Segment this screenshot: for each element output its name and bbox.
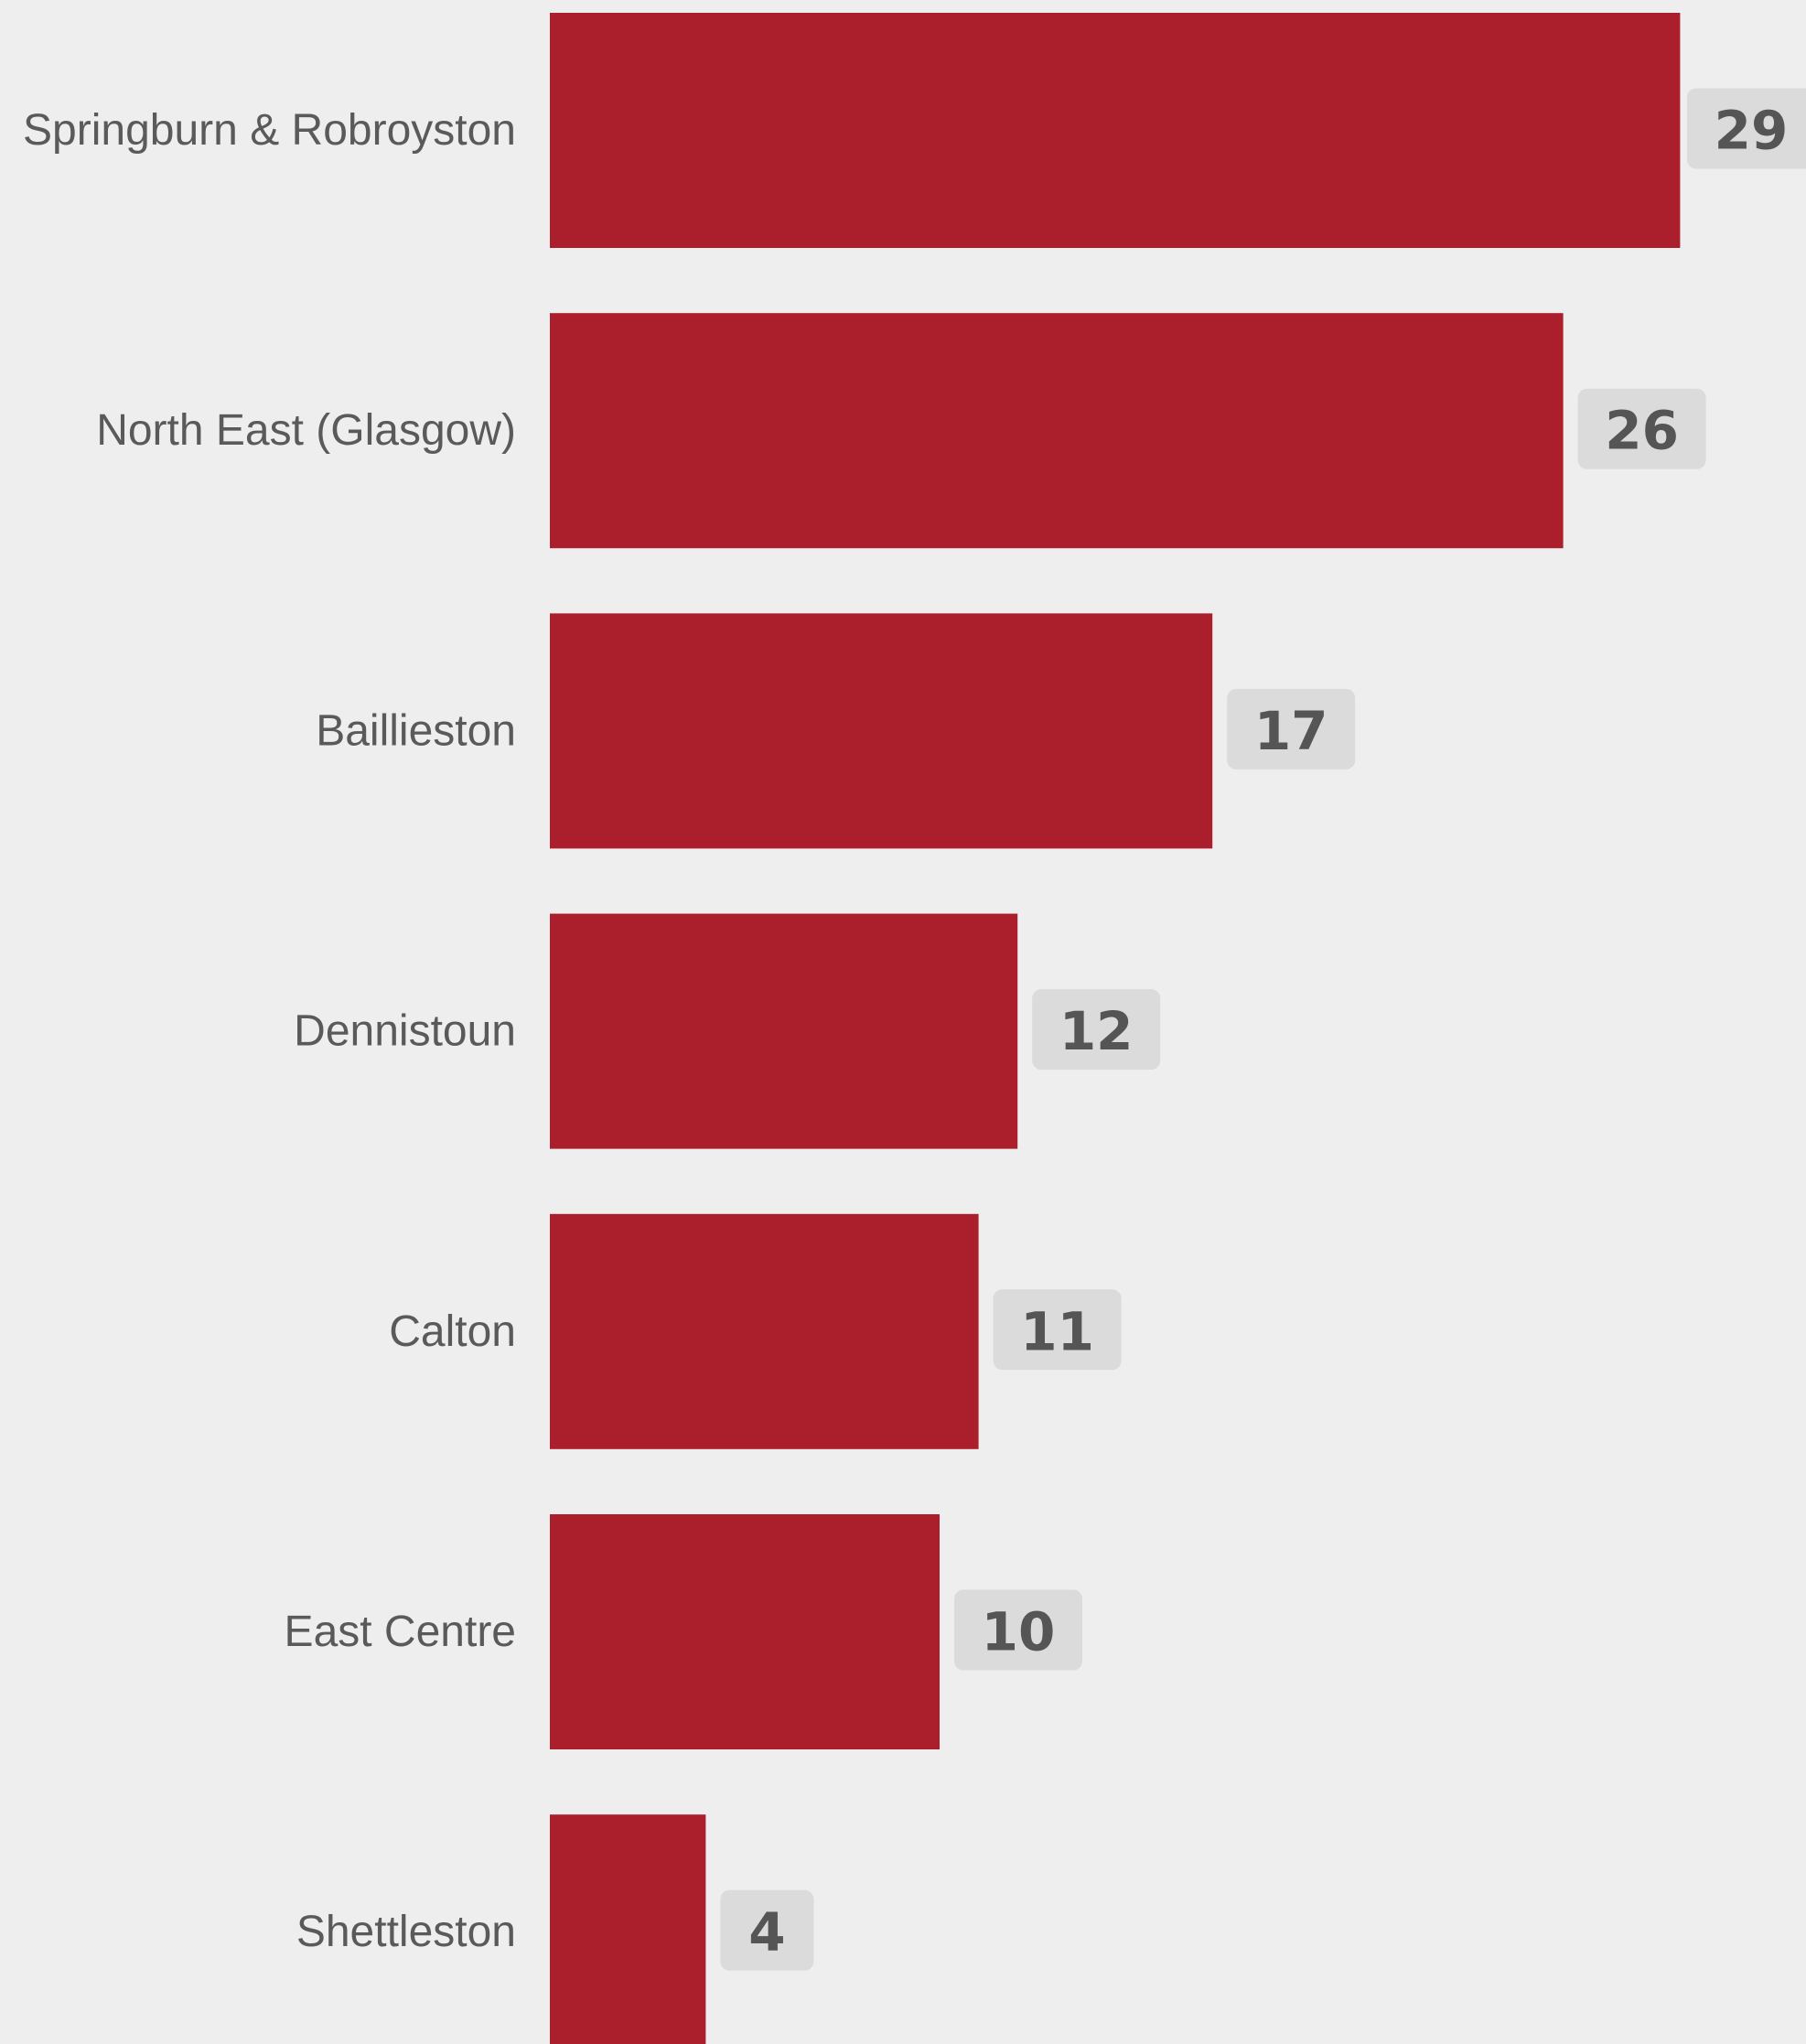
value-label: 10 (982, 1601, 1056, 1663)
value-badge (1032, 989, 1161, 1070)
category-label: Dennistoun (294, 1007, 516, 1056)
category-label: East Centre (285, 1608, 516, 1656)
value-label: 29 (1715, 100, 1789, 162)
value-label: 12 (1059, 1000, 1134, 1062)
value-labels: 29 26 17 12 11 10 4 (720, 88, 1806, 1971)
value-badge (993, 1289, 1122, 1371)
value-label: 4 (748, 1901, 785, 1963)
bar (550, 1514, 940, 1749)
value-label: 17 (1254, 700, 1328, 762)
bars-layer (550, 13, 1681, 2044)
value-badge (1227, 688, 1356, 769)
value-badge (1687, 88, 1806, 169)
bar (550, 13, 1681, 248)
category-label: North East (Glasgow) (96, 406, 516, 455)
value-label: 11 (1020, 1300, 1094, 1362)
category-label: Shettleston (296, 1908, 516, 1956)
value-badge (954, 1589, 1082, 1671)
value-badge (1577, 388, 1706, 469)
category-label: Springburn & Robroyston (23, 106, 516, 155)
bar (550, 1814, 706, 2044)
bar (550, 613, 1213, 849)
bar (550, 313, 1564, 549)
category-label: Calton (389, 1307, 516, 1356)
category-labels: Springburn & Robroyston North East (Glasg… (23, 106, 516, 1956)
bar (550, 1213, 979, 1449)
bar (550, 913, 1018, 1149)
category-label: Baillieston (316, 706, 516, 755)
value-label: 26 (1605, 400, 1679, 462)
value-badge (720, 1889, 814, 1971)
